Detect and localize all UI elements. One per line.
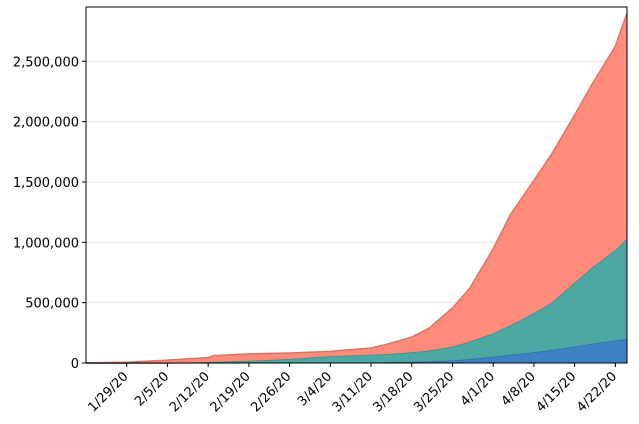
y-tick-label: 1,000,000: [13, 236, 79, 251]
x-tick-label: 1/29/20: [85, 369, 131, 415]
x-tick-label: 2/26/20: [248, 369, 294, 415]
y-tick-label: 2,500,000: [13, 55, 79, 70]
x-tick-label: 4/15/20: [533, 369, 579, 415]
x-tick-label: 2/12/20: [167, 369, 213, 415]
y-tick-label: 0: [71, 357, 79, 372]
y-tick-label: 500,000: [25, 297, 79, 312]
x-tick-label: 3/25/20: [411, 369, 457, 415]
area-edge-line-3: [85, 12, 628, 364]
x-tick-label: 3/11/20: [330, 369, 376, 415]
x-tick-label: 3/18/20: [371, 369, 417, 415]
x-tick-label: 4/1/20: [458, 369, 498, 409]
x-tick-label: 4/22/20: [574, 369, 620, 415]
y-tick-label: 1,500,000: [13, 176, 79, 191]
y-axis: 0 500,000 1,000,000 1,500,000 2,000,000 2,500…: [13, 55, 86, 372]
y-tick-label: 2,000,000: [13, 116, 79, 131]
area-series-group: [85, 12, 628, 364]
x-tick-label: 2/19/20: [208, 369, 254, 415]
x-tick-label: 4/8/20: [499, 369, 539, 409]
x-tick-label: 3/4/20: [295, 369, 335, 409]
plot-frame: [85, 6, 628, 364]
x-tick-label: 2/5/20: [132, 369, 172, 409]
area-series-3: [86, 13, 627, 363]
x-axis: 1/29/20 2/5/202/12/202/19/202/26/20 3/4/20…: [85, 363, 620, 415]
